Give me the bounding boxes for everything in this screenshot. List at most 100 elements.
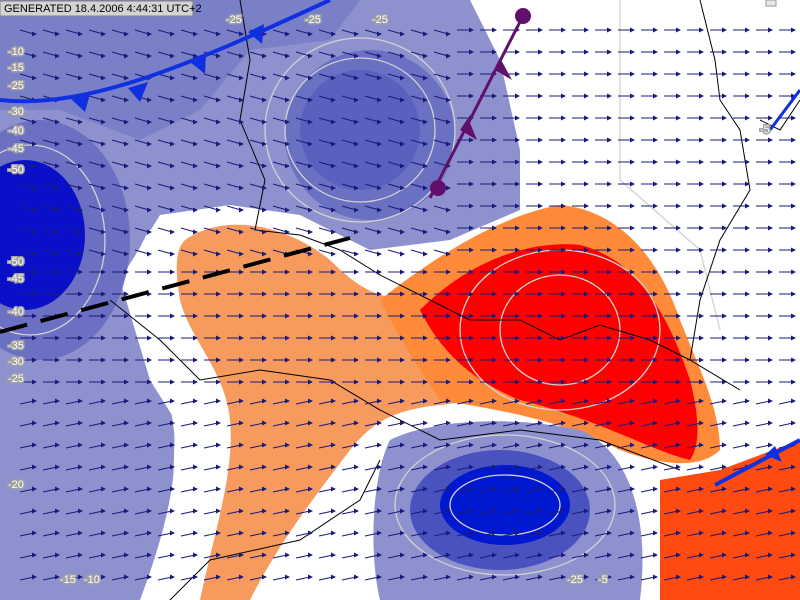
arrow-head (193, 75, 198, 81)
wind-arrow (479, 422, 495, 427)
arrow-head (492, 115, 497, 121)
field-red-orange (660, 440, 800, 600)
arrow-head (630, 313, 635, 319)
arrow-head (354, 420, 359, 426)
arrow-head (538, 49, 543, 55)
arrow-head (653, 464, 658, 470)
arrow-head (653, 508, 658, 514)
wind-arrow (640, 510, 656, 515)
wind-arrow (134, 488, 150, 493)
arrow-head (170, 574, 175, 580)
wind-arrow (364, 139, 380, 145)
arrow-head (193, 269, 198, 275)
arrow-head (262, 357, 267, 363)
arrow-head (561, 398, 566, 404)
arrow-head (170, 530, 175, 536)
wind-arrow (157, 51, 173, 57)
arrow-head (791, 530, 796, 536)
arrow-head (331, 75, 336, 81)
wind-arrow (19, 510, 35, 515)
arrow-head (193, 53, 198, 59)
wind-arrow (525, 422, 541, 427)
arrow-head (216, 442, 221, 448)
arrow-head (699, 137, 704, 143)
wind-arrow (548, 400, 564, 405)
arrow-head (538, 181, 543, 187)
arrow-head (147, 464, 152, 470)
arrow-head (538, 357, 543, 363)
wind-arrow (387, 227, 403, 233)
arrow-head (262, 185, 267, 191)
arrow-head (584, 203, 589, 209)
arrow-head (239, 119, 244, 125)
arrow-head (561, 137, 566, 143)
arrow-head (262, 119, 267, 125)
arrow-head (538, 442, 543, 448)
arrow-head (239, 379, 244, 385)
wind-arrow (272, 576, 288, 581)
contour-label: -5 (760, 124, 770, 136)
wind-arrow (548, 532, 564, 537)
wind-arrow (732, 400, 748, 405)
wind-arrow (65, 161, 81, 167)
arrow-head (124, 251, 129, 257)
wind-arrow (157, 510, 173, 515)
wind-arrow (272, 400, 288, 405)
wind-arrow (755, 532, 771, 537)
wind-arrow (387, 183, 403, 189)
arrow-head (630, 442, 635, 448)
arrow-head (170, 420, 175, 426)
arrow-head (101, 552, 106, 558)
arrow-head (607, 159, 612, 165)
arrow-head (377, 398, 382, 404)
wind-arrow (111, 161, 127, 167)
wind-arrow (180, 161, 196, 167)
arrow-head (400, 313, 405, 319)
arrow-head (768, 71, 773, 77)
arrow-head (791, 552, 796, 558)
arrow-head (124, 420, 129, 426)
arrow-head (193, 420, 198, 426)
wind-arrow (226, 51, 242, 57)
wind-arrow (226, 161, 242, 167)
cold-front (0, 0, 331, 104)
wind-arrow (180, 117, 196, 123)
arrow-head (561, 203, 566, 209)
arrow-head (584, 313, 589, 319)
arrow-head (239, 335, 244, 341)
arrow-head (262, 530, 267, 536)
arrow-head (331, 229, 336, 235)
arrow-head (515, 464, 520, 470)
wind-arrow (709, 510, 725, 515)
arrow-head (699, 357, 704, 363)
arrow-head (722, 49, 727, 55)
wind-arrow (272, 249, 288, 255)
arrow-head (676, 357, 681, 363)
arrow-head (354, 31, 359, 37)
wind-arrow (525, 400, 541, 405)
wind-arrow (111, 422, 127, 427)
arrow-head (216, 141, 221, 147)
arrow-head (193, 442, 198, 448)
arrow-head (561, 71, 566, 77)
arrow-head (377, 207, 382, 213)
arrow-head (55, 442, 60, 448)
wind-arrow (157, 532, 173, 537)
arrow-head (745, 269, 750, 275)
contour-label: -25 (8, 80, 24, 92)
wind-arrow (272, 161, 288, 167)
wind-arrow (157, 444, 173, 449)
arrow-head (515, 335, 520, 341)
arrow-head (78, 398, 83, 404)
arrow-head (285, 141, 290, 147)
arrow-head (32, 357, 37, 363)
arrow-head (745, 420, 750, 426)
arrow-head (676, 203, 681, 209)
arrow-head (331, 313, 336, 319)
arrow-head (515, 181, 520, 187)
contour-label: -20 (8, 479, 24, 491)
arrow-head (308, 97, 313, 103)
arrow-head (101, 31, 106, 37)
arrow-head (492, 291, 497, 297)
